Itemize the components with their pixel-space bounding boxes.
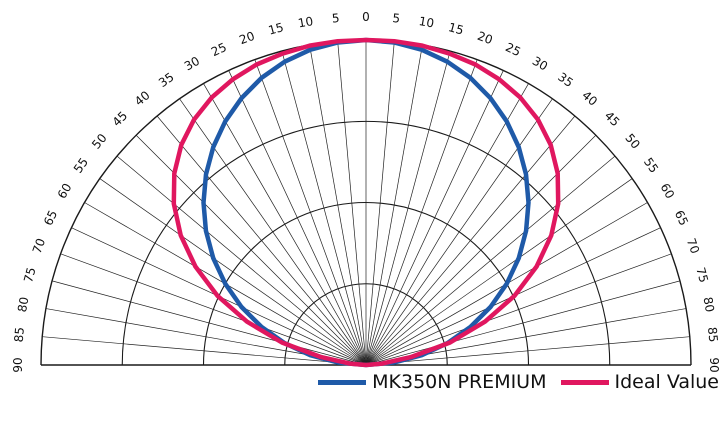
grid-spoke <box>179 98 367 366</box>
grid-spoke <box>281 50 367 366</box>
tick-label-right: 70 <box>684 236 702 255</box>
grid-spoke <box>365 253 672 366</box>
tick-label-left: 10 <box>297 14 314 30</box>
tick-label-left: 25 <box>209 40 229 59</box>
tick-label-left: 75 <box>21 266 38 284</box>
tick-label-left: 60 <box>55 181 75 201</box>
tick-label-left: 65 <box>41 208 60 228</box>
grid-spoke <box>365 280 681 366</box>
grid-spoke <box>203 83 367 366</box>
grid-spoke <box>365 41 395 366</box>
tick-label-left: 40 <box>132 88 153 109</box>
grid-spoke <box>42 336 367 366</box>
grid-spoke <box>365 115 576 366</box>
tick-label-right: 10 <box>418 14 435 30</box>
grid-spoke <box>337 41 367 366</box>
tick-label-right: 5 <box>392 11 401 26</box>
tick-label-right: 50 <box>622 131 643 152</box>
grid-spoke <box>365 336 690 366</box>
tick-label-left: 80 <box>15 296 31 313</box>
grid-spoke <box>365 178 633 366</box>
tick-label-right: 80 <box>700 296 716 313</box>
grid-spoke <box>60 253 367 366</box>
grid-spoke <box>365 83 529 366</box>
grid-spoke <box>365 70 504 366</box>
tick-label-left: 85 <box>12 326 27 342</box>
grid-spoke <box>365 98 553 366</box>
legend-swatch-ideal <box>560 379 609 385</box>
tick-label-right: 65 <box>672 208 691 228</box>
tick-label-right: 90 <box>707 357 721 372</box>
legend-item-ideal: Ideal Value <box>560 371 720 393</box>
grid-spoke <box>365 59 478 366</box>
grid-spoke <box>99 178 367 366</box>
tick-label-right: 35 <box>555 70 576 90</box>
tick-label-left: 55 <box>71 155 91 176</box>
tick-label-left: 20 <box>237 29 256 47</box>
legend-label-mk350n: MK350N PREMIUM <box>372 371 547 393</box>
tick-label-left: 35 <box>156 70 177 90</box>
series-line-ideal <box>171 37 561 368</box>
grid-spoke <box>309 44 367 366</box>
tick-label-right: 85 <box>705 326 720 342</box>
tick-label-left: 45 <box>110 109 131 130</box>
tick-label-right: 30 <box>530 54 550 74</box>
tick-label-left: 30 <box>182 54 202 74</box>
tick-label-left: 70 <box>30 236 48 255</box>
tick-label-left: 15 <box>267 20 285 37</box>
grid-spoke <box>254 59 367 366</box>
grid-spoke <box>116 155 367 366</box>
legend-swatch-mk350n <box>318 379 367 385</box>
grid-spoke <box>156 115 367 366</box>
tick-label-right: 15 <box>447 20 465 37</box>
legend-item-mk350n: MK350N PREMIUM <box>318 371 547 393</box>
tick-label-right: 75 <box>693 266 710 284</box>
tick-label-left: 50 <box>89 131 110 152</box>
grid-spoke <box>51 280 367 366</box>
tick-label-right: 45 <box>602 109 623 130</box>
grid-spoke <box>365 155 616 366</box>
legend-label-ideal: Ideal Value <box>614 371 720 393</box>
tick-label-right: 55 <box>641 155 661 176</box>
grid-spoke <box>365 50 451 366</box>
grid-spoke <box>365 44 423 366</box>
tick-label-right: 25 <box>503 40 523 59</box>
tick-label-right: 60 <box>657 181 677 201</box>
grid-spoke <box>228 70 367 366</box>
tick-label-left: 90 <box>11 357 25 372</box>
tick-label-right: 20 <box>475 29 494 47</box>
tick-label-left: 5 <box>331 11 340 26</box>
chart-legend: MK350N PREMIUM Ideal Value <box>318 371 719 393</box>
tick-label-left: 0 <box>362 10 370 24</box>
tick-label-right: 40 <box>579 88 600 109</box>
